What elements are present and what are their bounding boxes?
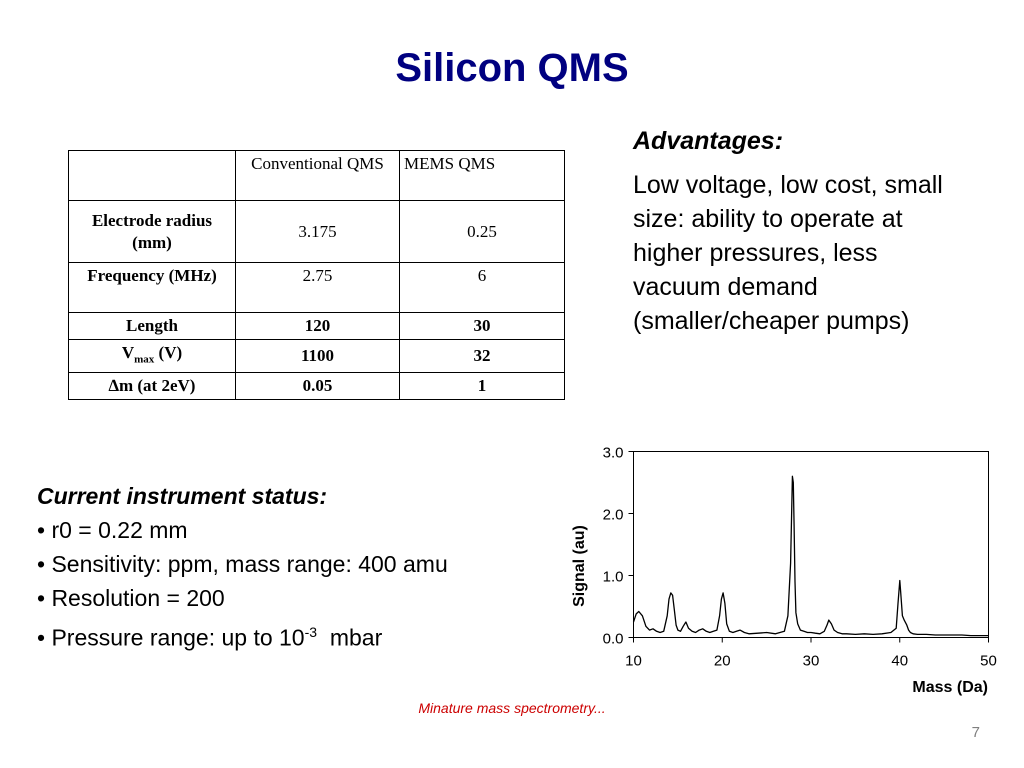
row-label: ∆m (at 2eV) [68, 372, 236, 401]
spectrum-line [632, 475, 989, 637]
table-row: Vmax (V) 1100 32 [68, 338, 565, 374]
advantages-text: Low voltage, low cost, small size: abili… [633, 171, 943, 335]
series-group [632, 475, 989, 637]
instrument-status-block: Current instrument status: • r0 = 0.22 m… [37, 479, 557, 655]
slide-title: Silicon QMS [395, 46, 629, 90]
x-tick-label: 20 [714, 653, 731, 670]
vmax-subscript: max [134, 353, 155, 366]
y-tick-label: 2.0 [603, 507, 624, 524]
pressure-suffix: mbar [317, 624, 383, 651]
y-tick-label: 3.0 [603, 445, 624, 462]
advantages-heading: Advantages: [633, 127, 784, 155]
comparison-table: Conventional QMS MEMS QMS Electrode radi… [68, 150, 565, 401]
y-axis-label: Signal (au) [571, 525, 588, 607]
pressure-prefix: • Pressure range: up to 10 [37, 624, 305, 651]
table-header-conventional: Conventional QMS [235, 150, 400, 201]
x-axis-label: Mass (Da) [912, 679, 988, 696]
cell-mems: 0.25 [399, 200, 565, 263]
vmax-unit: (V) [154, 343, 183, 362]
x-tick-label: 10 [625, 653, 642, 670]
page-number: 7 [971, 724, 980, 741]
y-tick-label: 1.0 [603, 569, 624, 586]
pressure-exponent: -3 [304, 624, 318, 640]
y-axis: 0.0 1.0 2.0 3.0 [603, 445, 634, 648]
cell-conventional: 120 [235, 312, 400, 340]
x-tick-label: 50 [980, 653, 997, 670]
row-label: Frequency (MHz) [68, 262, 236, 313]
x-tick-label: 40 [891, 653, 908, 670]
status-item: • r0 = 0.22 mm [37, 517, 188, 543]
status-heading: Current instrument status: [37, 483, 328, 509]
table-row: Length 120 30 [68, 312, 565, 340]
row-label: Length [68, 312, 236, 340]
plot-frame [633, 451, 989, 638]
table-header-mems: MEMS QMS [399, 150, 565, 201]
table-row: Electrode radius (mm) 3.175 0.25 [68, 200, 565, 263]
status-item: • Resolution = 200 [37, 585, 225, 611]
cell-conventional: 0.05 [235, 372, 400, 401]
y-tick-label: 0.0 [603, 631, 624, 648]
cell-mems: 6 [399, 262, 565, 313]
cell-conventional: 3.175 [235, 200, 400, 263]
table-header-empty [68, 150, 236, 201]
x-axis: 10 20 30 40 50 [625, 637, 997, 670]
vmax-symbol: V [121, 343, 135, 362]
status-item-pressure: • Pressure range: up to 10-3 mbar [37, 615, 557, 655]
mass-spectrum-chart: 0.0 1.0 2.0 3.0 10 20 30 40 50 Signal (au) Mass… [571, 445, 997, 697]
table-header-row: Conventional QMS MEMS QMS [68, 150, 565, 201]
row-label: Vmax (V) [68, 338, 236, 374]
cell-conventional: 2.75 [235, 262, 400, 313]
table-row: Frequency (MHz) 2.75 6 [68, 262, 565, 313]
x-tick-label: 30 [803, 653, 820, 670]
status-item: • Sensitivity: ppm, mass range: 400 amu [37, 551, 448, 577]
cell-mems: 32 [399, 338, 565, 374]
slide-caption: Minature mass spectrometry... [418, 700, 606, 716]
cell-conventional: 1100 [235, 338, 400, 374]
cell-mems: 1 [399, 372, 565, 401]
cell-mems: 30 [399, 312, 565, 340]
advantages-block: Advantages: Low voltage, low cost, small… [633, 124, 963, 338]
table-row: ∆m (at 2eV) 0.05 1 [68, 372, 565, 401]
row-label: Electrode radius (mm) [68, 200, 236, 263]
